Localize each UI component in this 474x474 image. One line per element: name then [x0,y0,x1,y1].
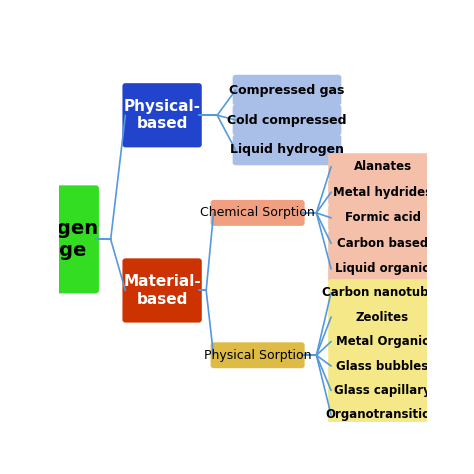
FancyBboxPatch shape [328,353,437,380]
Text: Zeolites: Zeolites [356,310,409,324]
Text: Alanates: Alanates [354,160,411,173]
FancyBboxPatch shape [122,83,202,147]
FancyBboxPatch shape [328,230,437,257]
FancyBboxPatch shape [0,185,99,293]
FancyBboxPatch shape [328,179,437,206]
FancyBboxPatch shape [233,105,341,136]
Text: Material-
based: Material- based [123,274,201,307]
FancyBboxPatch shape [233,135,341,165]
Text: Chemical Sorption: Chemical Sorption [200,206,315,219]
Text: Liquid organic: Liquid organic [336,263,429,275]
Text: Physical-
based: Physical- based [124,99,201,131]
FancyBboxPatch shape [210,342,305,368]
Text: Compressed gas: Compressed gas [229,83,345,97]
Text: Physical Sorption: Physical Sorption [204,349,311,362]
FancyBboxPatch shape [328,328,437,355]
Text: Glass capillary: Glass capillary [334,384,431,397]
FancyBboxPatch shape [122,258,202,323]
Text: Carbon nanotubes: Carbon nanotubes [322,286,443,299]
Text: Hydrogen
storage: Hydrogen storage [0,219,98,260]
FancyBboxPatch shape [328,401,437,428]
Text: Liquid hydrogen: Liquid hydrogen [230,144,344,156]
FancyBboxPatch shape [328,377,437,404]
Text: Metal Organic: Metal Organic [336,335,429,348]
Text: Carbon based: Carbon based [337,237,428,250]
Text: Formic acid: Formic acid [345,211,420,224]
FancyBboxPatch shape [233,75,341,105]
Text: Cold compressed: Cold compressed [227,113,347,127]
Text: Organotransition: Organotransition [326,409,439,421]
FancyBboxPatch shape [328,204,437,231]
FancyBboxPatch shape [328,255,437,283]
Text: Glass bubbles: Glass bubbles [337,359,428,373]
FancyBboxPatch shape [210,200,305,226]
FancyBboxPatch shape [328,279,437,306]
Text: Metal hydrides: Metal hydrides [333,186,432,199]
FancyBboxPatch shape [328,153,437,180]
FancyBboxPatch shape [328,304,437,331]
